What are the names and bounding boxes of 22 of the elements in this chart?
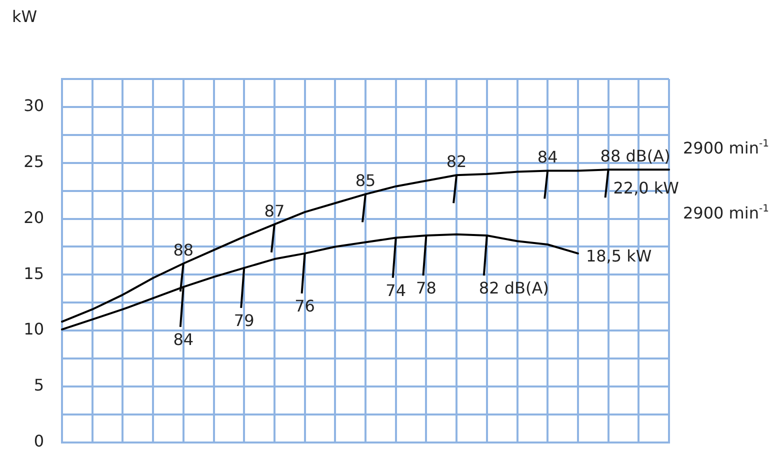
y-tick-label: 5 — [34, 376, 44, 395]
y-tick-label: 20 — [24, 208, 44, 227]
legend-label: 22,0 kW — [613, 178, 680, 198]
y-tick-label: 0 — [34, 432, 44, 451]
annotation: 76 — [294, 296, 315, 316]
annotation: 78 — [416, 278, 436, 298]
annotation: 74 — [386, 280, 406, 300]
annotation: 88 — [173, 240, 194, 260]
annotation: 82 — [446, 152, 467, 172]
annotation: 84 — [537, 148, 558, 167]
annotation: 88 dB(A) — [600, 146, 670, 166]
annotation: 87 — [264, 201, 285, 220]
series-label: 18,5 kW — [586, 246, 652, 266]
y-tick-label: 30 — [24, 96, 44, 116]
annotation: 82 dB(A) — [478, 278, 549, 298]
annotation: 79 — [234, 310, 254, 330]
y-axis-title: kW — [12, 7, 38, 26]
y-tick-label: 10 — [24, 320, 44, 339]
annotation: 85 — [355, 171, 376, 190]
y-tick-label: 25 — [24, 152, 44, 172]
y-tick-label: 15 — [24, 264, 44, 283]
annotation: 84 — [173, 330, 194, 349]
